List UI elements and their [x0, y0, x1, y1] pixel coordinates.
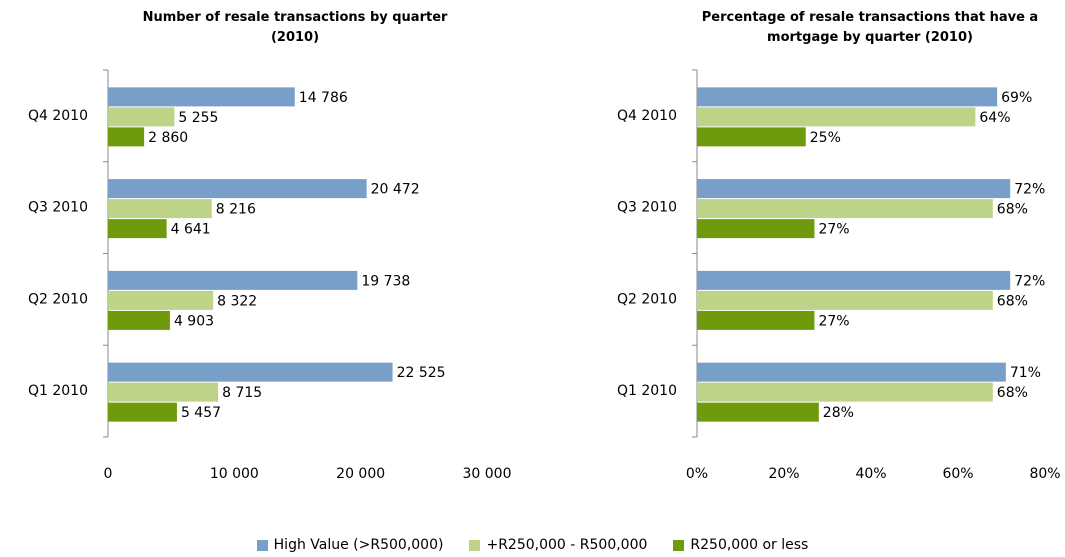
- x-tick-label: 0: [104, 466, 113, 482]
- x-tick-label: 60%: [942, 466, 973, 482]
- legend-item: High Value (>R500,000): [256, 537, 444, 553]
- legend-label: R250,000 or less: [690, 537, 809, 553]
- bar: [697, 127, 806, 147]
- y-tick-label: Q4 2010: [28, 108, 88, 124]
- value-label: 22 525: [397, 365, 446, 381]
- value-label: 64%: [979, 110, 1010, 126]
- bar: [697, 87, 998, 107]
- bar: [108, 382, 219, 402]
- bar: [697, 310, 815, 330]
- bar: [697, 219, 815, 239]
- value-label: 20 472: [371, 182, 420, 198]
- y-tick-label: Q2 2010: [617, 291, 677, 307]
- value-label: 71%: [1010, 365, 1041, 381]
- bar: [108, 199, 212, 219]
- bar: [697, 402, 819, 422]
- bar: [697, 290, 993, 310]
- y-tick-label: Q1 2010: [617, 383, 677, 399]
- bar: [697, 179, 1011, 199]
- value-label: 72%: [1014, 273, 1045, 289]
- y-tick-label: Q1 2010: [28, 383, 88, 399]
- value-label: 5 255: [178, 110, 218, 126]
- legend-item: R250,000 or less: [673, 537, 808, 553]
- value-label: 68%: [997, 202, 1028, 218]
- value-label: 27%: [818, 313, 849, 329]
- legend-swatch: [469, 539, 481, 551]
- bar: [108, 219, 167, 239]
- x-tick-label: 10 000: [210, 466, 259, 482]
- chart-title: Number of resale transactions by quarter…: [142, 10, 448, 45]
- legend-label: High Value (>R500,000): [273, 537, 444, 553]
- value-label: 19 738: [361, 273, 410, 289]
- bar: [108, 290, 214, 310]
- bar: [108, 270, 358, 290]
- value-label: 28%: [823, 405, 854, 421]
- x-tick-label: 20 000: [336, 466, 385, 482]
- bar: [697, 107, 976, 127]
- chart-title: Percentage of resale transactions that h…: [701, 10, 1039, 45]
- legend: High Value (>R500,000) +R250,000 - R500,0…: [0, 537, 1065, 553]
- x-tick-label: 0%: [686, 466, 708, 482]
- value-label: 27%: [818, 222, 849, 238]
- value-label: 2 860: [148, 130, 188, 146]
- legend-label: +R250,000 - R500,000: [486, 537, 648, 553]
- bar: [108, 107, 175, 127]
- value-label: 4 641: [171, 222, 211, 238]
- bar: [697, 362, 1006, 382]
- y-tick-label: Q4 2010: [617, 108, 677, 124]
- legend-swatch: [673, 539, 685, 551]
- bar: [108, 362, 393, 382]
- bar: [108, 127, 145, 147]
- value-label: 69%: [1001, 90, 1032, 106]
- y-tick-label: Q3 2010: [617, 200, 677, 216]
- bar: [697, 199, 993, 219]
- value-label: 14 786: [299, 90, 348, 106]
- value-label: 8 216: [216, 202, 256, 218]
- x-tick-label: 80%: [1029, 466, 1060, 482]
- bar: [697, 270, 1011, 290]
- x-tick-label: 30 000: [463, 466, 512, 482]
- value-label: 4 903: [174, 313, 214, 329]
- value-label: 8 715: [222, 385, 262, 401]
- y-tick-label: Q2 2010: [28, 291, 88, 307]
- value-label: 68%: [997, 385, 1028, 401]
- legend-item: +R250,000 - R500,000: [469, 537, 647, 553]
- bar: [697, 382, 993, 402]
- value-label: 68%: [997, 293, 1028, 309]
- legend-swatch: [256, 539, 268, 551]
- value-label: 72%: [1014, 182, 1045, 198]
- bar: [108, 87, 295, 107]
- value-label: 5 457: [181, 405, 221, 421]
- y-tick-label: Q3 2010: [28, 200, 88, 216]
- bar: [108, 310, 170, 330]
- value-label: 25%: [810, 130, 841, 146]
- bar: [108, 179, 367, 199]
- value-label: 8 322: [217, 293, 257, 309]
- x-tick-label: 40%: [855, 466, 886, 482]
- x-tick-label: 20%: [768, 466, 799, 482]
- bar: [108, 402, 177, 422]
